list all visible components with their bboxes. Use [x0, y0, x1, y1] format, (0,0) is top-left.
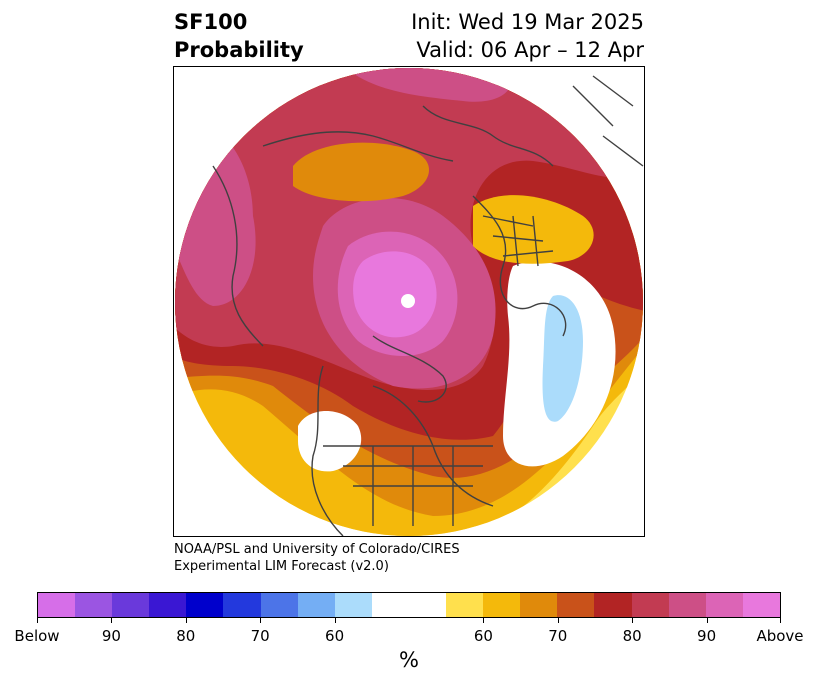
- title-init-date: Init: Wed 19 Mar 2025: [411, 10, 644, 34]
- map-title-variable: SF100 Probability: [174, 8, 304, 64]
- colorbar-tick-label: 60: [325, 627, 345, 645]
- colorbar-segment: [334, 593, 372, 617]
- colorbar-segment: [38, 593, 76, 617]
- coastline-siberia: [262, 131, 454, 162]
- colorbar: [37, 592, 781, 618]
- colorbar-ticks: [37, 618, 781, 624]
- colorbar-tick-label: 90: [697, 627, 717, 645]
- colorbar-segment: [186, 593, 224, 617]
- colorbar-tick-label: 80: [176, 627, 196, 645]
- colorbar-tick-label: 70: [548, 627, 568, 645]
- colorbar-segment: [594, 593, 632, 617]
- colorbar-segment: [668, 593, 706, 617]
- frame-east-borders: [572, 75, 644, 167]
- colorbar-tick: [334, 618, 336, 623]
- field-orange-north-blob: [293, 142, 430, 202]
- colorbar-tick: [483, 618, 485, 623]
- colorbar-segment: [260, 593, 298, 617]
- colorbar-tick: [111, 618, 113, 623]
- north-pole-marker: [401, 294, 415, 308]
- colorbar-tick-label: 90: [101, 627, 121, 645]
- colorbar-tick: [260, 618, 262, 623]
- colorbar-segment: [742, 593, 780, 617]
- colorbar-tick: [37, 618, 38, 623]
- map-border: [173, 66, 645, 537]
- title-valid-range: Valid: 06 Apr – 12 Apr: [416, 38, 644, 62]
- colorbar-tick-label: Below: [14, 627, 60, 645]
- coastline-north-america: [311, 365, 344, 537]
- colorbar-segment: [297, 593, 335, 617]
- colorbar-segment: [483, 593, 521, 617]
- probability-field: [175, 68, 643, 536]
- colorbar-segment: [557, 593, 595, 617]
- colorbar-tick-label: 70: [250, 627, 270, 645]
- field-white-west: [298, 411, 362, 472]
- colorbar-segment: [112, 593, 150, 617]
- credit-line-1: NOAA/PSL and University of Colorado/CIRE…: [174, 542, 460, 557]
- colorbar-tick-label: 80: [622, 627, 642, 645]
- colorbar-tick-label: Above: [756, 627, 804, 645]
- field-lightblue: [542, 295, 583, 422]
- colorbar-units-label: %: [399, 648, 419, 672]
- map-title-dates: Init: Wed 19 Mar 2025 Valid: 06 Apr – 12…: [411, 8, 644, 64]
- coastlines-and-borders: [212, 75, 644, 537]
- colorbar-segment: [75, 593, 113, 617]
- colorbar-segment: [149, 593, 187, 617]
- credit-text: NOAA/PSL and University of Colorado/CIRE…: [174, 541, 460, 575]
- colorbar-tick: [632, 618, 634, 623]
- colorbar-tick: [780, 618, 781, 623]
- colorbar-segment: [371, 593, 447, 617]
- colorbar-segment: [223, 593, 261, 617]
- borders-us: [323, 445, 493, 526]
- field-gold-east: [473, 195, 594, 264]
- borders-europe: [482, 215, 554, 267]
- field-magenta-core: [353, 251, 437, 338]
- colorbar-tick: [557, 618, 559, 623]
- colorbar-segment: [520, 593, 558, 617]
- colorbar-segment: [446, 593, 484, 617]
- colorbar-segment: [631, 593, 669, 617]
- colorbar-tick-label: 60: [473, 627, 493, 645]
- forecast-map: [173, 66, 645, 537]
- coastline-east-asia: [212, 165, 264, 347]
- colorbar-segment: [705, 593, 743, 617]
- credit-line-2: Experimental LIM Forecast (v2.0): [174, 559, 389, 574]
- colorbar-tick: [185, 618, 187, 623]
- coastline-greenland: [372, 335, 447, 403]
- title-variable-type: Probability: [174, 38, 304, 62]
- colorbar-tick: [706, 618, 708, 623]
- coastline-alaska: [422, 105, 554, 167]
- title-variable-name: SF100: [174, 10, 248, 34]
- coastline-europe: [472, 195, 567, 337]
